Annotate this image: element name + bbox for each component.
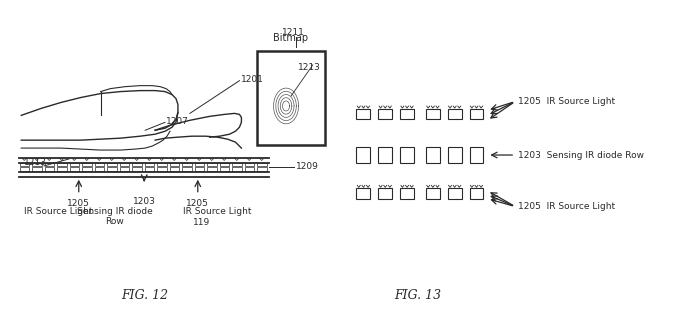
Bar (170, 167, 179, 171)
Bar (426, 188, 440, 199)
Text: 1205  IR Source Light: 1205 IR Source Light (518, 97, 615, 106)
Bar (356, 188, 371, 199)
Bar (182, 167, 192, 171)
Text: 1213: 1213 (298, 63, 321, 72)
Bar (378, 147, 392, 163)
Text: Sensing IR diode
Row: Sensing IR diode Row (77, 207, 152, 226)
Bar (194, 167, 204, 171)
Bar (57, 167, 67, 171)
Bar (232, 167, 241, 171)
Text: 1209: 1209 (296, 162, 319, 171)
Bar (145, 164, 154, 166)
Bar (32, 164, 41, 166)
Bar (132, 167, 141, 171)
Bar (45, 164, 54, 166)
Bar (220, 167, 229, 171)
Bar (245, 167, 254, 171)
Bar (257, 164, 267, 166)
Bar (469, 188, 483, 199)
Bar (447, 147, 462, 163)
Bar (70, 164, 79, 166)
Bar (95, 164, 104, 166)
Bar (20, 164, 29, 166)
Text: IR Source Light: IR Source Light (183, 207, 252, 215)
Text: 1207: 1207 (166, 117, 189, 126)
Bar (194, 164, 204, 166)
Bar (469, 147, 483, 163)
Text: 1203: 1203 (133, 197, 156, 206)
Bar (378, 109, 392, 119)
Bar (356, 147, 371, 163)
Bar (447, 109, 462, 119)
Text: 1205  IR Source Light: 1205 IR Source Light (518, 202, 615, 211)
Bar (107, 167, 116, 171)
Bar (20, 167, 29, 171)
Bar (426, 147, 440, 163)
Bar (207, 167, 216, 171)
Bar (356, 109, 371, 119)
Text: 1201: 1201 (241, 75, 265, 84)
Bar (400, 147, 414, 163)
Bar (220, 164, 229, 166)
Text: 1205: 1205 (67, 199, 90, 208)
Bar (95, 167, 104, 171)
Bar (45, 167, 54, 171)
Text: 1211: 1211 (282, 28, 305, 37)
Bar (120, 167, 129, 171)
Bar (469, 109, 483, 119)
Text: IR Source Light: IR Source Light (24, 207, 92, 215)
Text: FIG. 13: FIG. 13 (394, 289, 441, 302)
Bar (82, 167, 92, 171)
Bar (182, 164, 192, 166)
Bar (400, 188, 414, 199)
Text: Bitmap: Bitmap (273, 33, 309, 43)
Text: FIG. 12: FIG. 12 (122, 289, 169, 302)
Bar (157, 164, 167, 166)
Bar (57, 164, 67, 166)
Bar (426, 109, 440, 119)
Bar (170, 164, 179, 166)
Bar (257, 167, 267, 171)
Bar (132, 164, 141, 166)
Text: 1205: 1205 (186, 199, 209, 208)
Bar (245, 164, 254, 166)
Bar (257, 51, 325, 145)
Bar (400, 109, 414, 119)
Bar (70, 167, 79, 171)
Bar (145, 167, 154, 171)
Text: 119: 119 (193, 219, 210, 227)
Bar (157, 167, 167, 171)
Bar (120, 164, 129, 166)
Bar (232, 164, 241, 166)
Text: 1203  Sensing IR diode Row: 1203 Sensing IR diode Row (518, 150, 644, 160)
Bar (378, 188, 392, 199)
Bar (207, 164, 216, 166)
Bar (82, 164, 92, 166)
Text: 1213: 1213 (24, 159, 47, 167)
Bar (32, 167, 41, 171)
Bar (447, 188, 462, 199)
Bar (107, 164, 116, 166)
